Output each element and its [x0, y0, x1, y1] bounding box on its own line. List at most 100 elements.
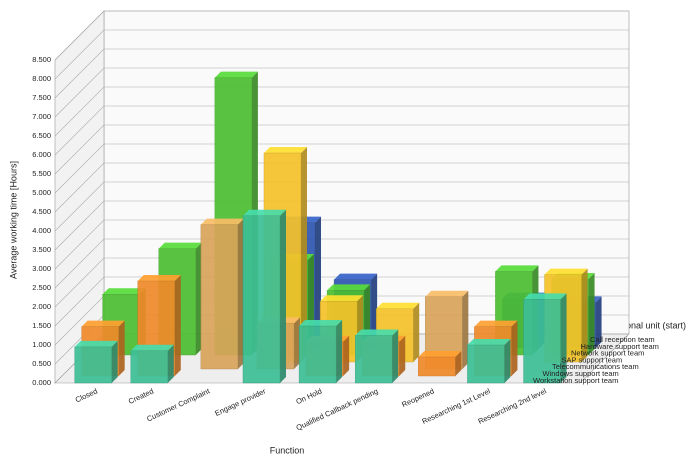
y-tick-label: 3.500 [32, 245, 51, 254]
bar-side [301, 147, 308, 362]
bar [74, 346, 112, 384]
bar-top [418, 351, 462, 357]
bar-top [495, 265, 539, 272]
bar-side [455, 351, 462, 376]
x-axis-title: Function [270, 445, 305, 455]
y-tick-label: 4.000 [32, 226, 51, 235]
bar-side [399, 335, 406, 376]
x-tick-label: Customer Complaint [145, 386, 212, 423]
grid-line [54, 200, 629, 251]
bar-side [111, 340, 118, 383]
bar [418, 356, 456, 377]
bar-top [81, 320, 125, 327]
bar-top [74, 340, 118, 347]
bar [298, 325, 337, 384]
bar-top [214, 71, 258, 78]
bar-side [237, 218, 244, 369]
bar-side [315, 216, 322, 348]
x-tick-label: Reopened [400, 386, 435, 409]
bar-top [102, 288, 146, 295]
bar-top [200, 218, 244, 225]
grid-line [54, 257, 629, 308]
y-tick-label: 5.500 [32, 169, 51, 178]
bar-side [595, 296, 602, 348]
bar-side [588, 273, 595, 355]
bar-top [320, 295, 364, 302]
bar [354, 335, 393, 384]
bar [130, 350, 168, 384]
y-tick-label: 6.000 [32, 150, 51, 159]
bar-top [467, 339, 511, 345]
bar-side [118, 320, 125, 376]
bar-side [462, 290, 469, 369]
legend-title: Organizational unit (start) [585, 320, 686, 330]
bar-side [413, 302, 420, 362]
y-tick-label: 2.000 [32, 302, 51, 311]
grid-line [54, 105, 629, 156]
bar-side [280, 209, 287, 383]
bar-top [523, 293, 567, 300]
grid-line [54, 181, 629, 232]
grid-line [54, 124, 629, 175]
bar-top [299, 320, 343, 326]
x-tick-label: Closed [74, 386, 99, 404]
y-tick-label: 0.000 [32, 378, 51, 387]
bar-top [263, 147, 308, 153]
bar-side [504, 339, 511, 383]
x-tick-label: Created [127, 386, 155, 405]
y-tick-label: 8.500 [32, 55, 51, 64]
bar-side [195, 242, 202, 355]
grid-line [54, 67, 629, 118]
bar-top [425, 290, 469, 297]
y-tick-label: 3.000 [32, 264, 51, 273]
bar-side [560, 293, 567, 383]
y-tick-label: 4.500 [32, 207, 51, 216]
bar-top [137, 275, 181, 281]
grid-line [54, 238, 629, 289]
bar-top [327, 284, 371, 291]
legend-entry: Workstation support team [533, 376, 618, 385]
bar-side [294, 317, 301, 369]
bar-top [544, 268, 588, 275]
bar-side [336, 320, 343, 383]
bar-side [511, 320, 518, 376]
bar [200, 224, 239, 370]
y-tick-label: 8.000 [32, 74, 51, 83]
bar-top [158, 242, 202, 249]
bar-side [343, 335, 350, 376]
grid-line [54, 143, 629, 194]
bar-top [376, 302, 420, 309]
x-tick-label: Engage provider [213, 386, 267, 418]
bar-top [242, 209, 287, 216]
bar-side [174, 275, 181, 376]
grid-line [54, 276, 629, 327]
bar-side [392, 329, 399, 383]
y-tick-label: 7.000 [32, 112, 51, 121]
bar-top [334, 273, 378, 280]
grid-line [54, 86, 629, 137]
y-tick-label: 5.000 [32, 188, 51, 197]
legend-entry: Network support team [571, 349, 644, 358]
legend-entry: Hardware support team [581, 342, 659, 351]
bar [467, 344, 505, 384]
y-tick-label: 7.500 [32, 93, 51, 102]
y-axis-title: Average working time [Hours] [8, 161, 18, 279]
bar-side [167, 344, 174, 383]
legend-entry: Telecommunications team [552, 362, 639, 371]
y-tick-label: 6.500 [32, 131, 51, 140]
grid-line [54, 162, 629, 213]
bar [242, 215, 281, 384]
legend-entry: Call reception team [590, 335, 655, 344]
grid-line [54, 29, 629, 80]
grid-line [54, 219, 629, 270]
bar-side [371, 273, 378, 348]
x-tick-label: On Hold [295, 386, 324, 406]
y-tick-label: 1.000 [32, 340, 51, 349]
bar-top [355, 329, 399, 336]
y-tick-label: 1.500 [32, 321, 51, 330]
bar-top [474, 320, 518, 327]
legend-entry: Windows support team [543, 369, 619, 378]
bar-top [130, 344, 174, 351]
grid-line [54, 48, 629, 99]
